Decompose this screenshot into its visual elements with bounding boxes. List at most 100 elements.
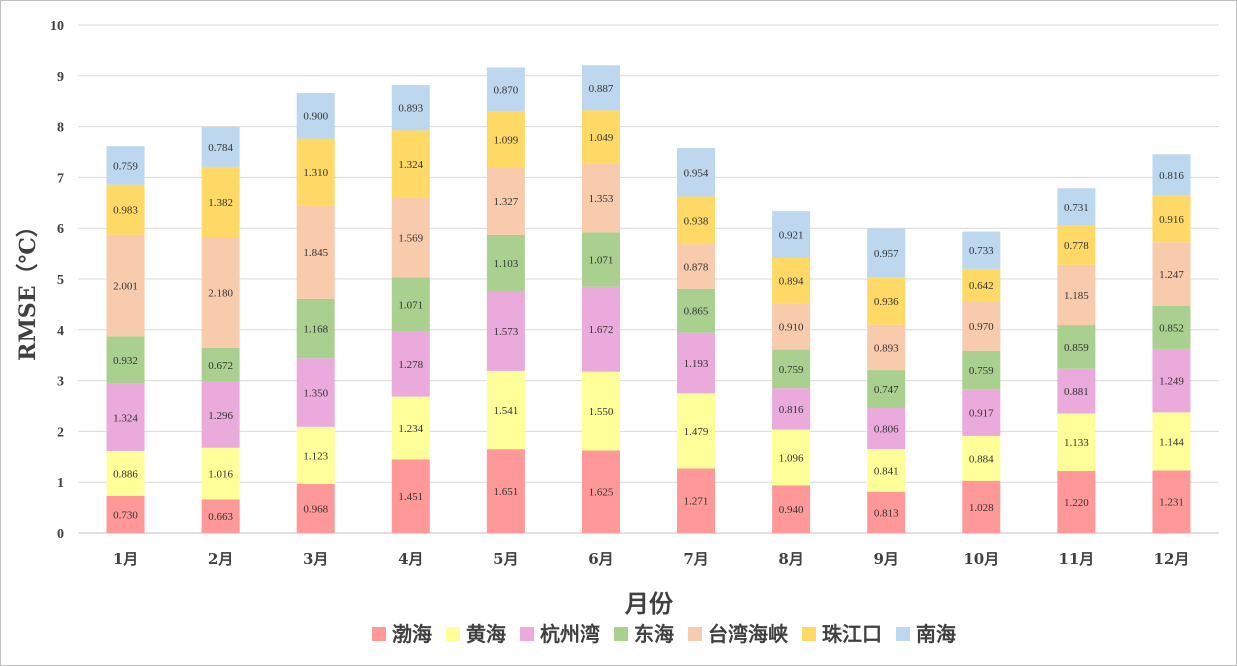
data-label: 0.731	[1064, 202, 1089, 214]
legend-label: 珠江口	[822, 622, 882, 646]
y-tick-label: 9	[57, 70, 64, 85]
data-label: 0.881	[1064, 386, 1089, 398]
bar-segment	[1152, 348, 1191, 413]
data-label: 0.642	[969, 280, 994, 292]
y-tick-label: 5	[57, 273, 64, 288]
bar-segment	[296, 92, 335, 139]
bar-segment	[867, 491, 906, 533]
bar-segment	[867, 448, 906, 492]
legend-item: 南海	[896, 622, 956, 646]
bar-segment	[106, 336, 145, 384]
data-label: 2.180	[208, 287, 233, 299]
x-tick-label: 7月	[683, 550, 708, 568]
data-label: 0.932	[113, 355, 138, 367]
bar-segment	[1152, 154, 1191, 196]
data-label: 0.663	[208, 511, 233, 523]
bar-segment	[1057, 264, 1096, 326]
bar-segment	[106, 146, 145, 185]
data-label: 1.185	[1064, 290, 1089, 302]
bar-segment	[772, 303, 811, 350]
bar-segment	[391, 459, 430, 533]
data-label: 0.894	[779, 276, 804, 288]
bars: 0.730 0.886 1.324 0.932 2.001 0.983 0.759 0.663…	[106, 65, 1191, 533]
data-label: 0.784	[208, 142, 233, 154]
data-label: 0.759	[969, 365, 994, 377]
bar-segment	[106, 450, 145, 496]
bar-segment	[867, 277, 906, 325]
data-label: 0.813	[874, 507, 899, 519]
bar-segment	[106, 234, 145, 337]
legend-swatch	[446, 627, 460, 641]
legend-item: 杭州湾	[520, 622, 600, 646]
bar-segment	[962, 231, 1001, 269]
legend-label: 黄海	[466, 622, 506, 646]
data-label: 1.271	[684, 496, 709, 508]
bar-segment	[201, 499, 240, 533]
bar-segment	[1057, 413, 1096, 472]
bar-segment	[962, 301, 1001, 351]
bar-segment	[391, 197, 430, 278]
x-tick-label: 8月	[778, 550, 803, 568]
data-label: 0.816	[1159, 170, 1184, 182]
x-tick-label: 12月	[1154, 550, 1190, 568]
data-label: 1.651	[494, 486, 519, 498]
legend-item: 东海	[614, 622, 674, 646]
bar-segment	[581, 286, 620, 372]
x-tick-label: 2月	[208, 550, 233, 568]
legend-item: 台湾海峡	[688, 622, 789, 646]
data-label: 0.806	[874, 424, 899, 436]
bar-segment	[581, 371, 620, 451]
data-label: 0.968	[303, 503, 328, 515]
bar-segment	[296, 358, 335, 427]
bar-segment	[867, 370, 906, 409]
bar-segment	[867, 324, 906, 371]
bar-segment	[581, 163, 620, 233]
bar-segment	[962, 480, 1001, 533]
data-label: 1.845	[303, 247, 328, 259]
x-tick-label: 5月	[493, 550, 518, 568]
data-label: 0.730	[113, 509, 138, 521]
x-tick-label: 9月	[873, 550, 898, 568]
data-label: 1.144	[1159, 436, 1184, 448]
bar-segment	[962, 389, 1001, 436]
legend-item: 珠江口	[802, 622, 882, 646]
data-label: 0.983	[113, 205, 138, 217]
data-label: 0.886	[113, 468, 138, 480]
bar-segment	[581, 65, 620, 111]
data-label: 0.917	[969, 408, 994, 420]
data-label: 1.133	[1064, 437, 1089, 449]
bar-segment	[677, 468, 716, 533]
bar-segment	[1152, 305, 1191, 349]
x-axis-title: 月份	[624, 589, 674, 618]
bar-segment	[677, 332, 716, 394]
legend-swatch	[688, 627, 702, 641]
data-label: 0.887	[589, 83, 614, 95]
data-label: 0.778	[1064, 240, 1089, 252]
x-tick-label: 4月	[398, 550, 423, 568]
bar-segment	[772, 211, 811, 258]
x-axis-ticks: 1月 2月 3月 4月 5月 6月 7月 8月 9月 10月 11月 12月	[113, 550, 1190, 568]
data-label: 0.936	[874, 296, 899, 308]
bar-segment	[867, 228, 906, 278]
data-label: 0.878	[684, 261, 709, 273]
data-label: 1.071	[398, 299, 423, 311]
data-label: 1.193	[684, 358, 709, 370]
bar-segment	[486, 449, 525, 533]
y-tick-label: 4	[57, 324, 64, 339]
x-tick-label: 6月	[588, 550, 613, 568]
bar-segment	[296, 426, 335, 484]
y-tick-label: 2	[57, 425, 64, 440]
bar-segment	[486, 370, 525, 450]
y-tick-label: 0	[57, 527, 64, 542]
data-label: 1.672	[589, 324, 614, 336]
data-label: 1.573	[494, 326, 519, 338]
data-label: 0.910	[779, 321, 804, 333]
bar-segment	[486, 167, 525, 235]
data-label: 1.625	[589, 487, 614, 499]
bar-segment	[1057, 471, 1096, 533]
bar-segment	[201, 126, 240, 167]
data-label: 0.759	[113, 160, 138, 172]
data-label: 0.916	[1159, 214, 1184, 226]
data-label: 2.001	[113, 280, 138, 292]
